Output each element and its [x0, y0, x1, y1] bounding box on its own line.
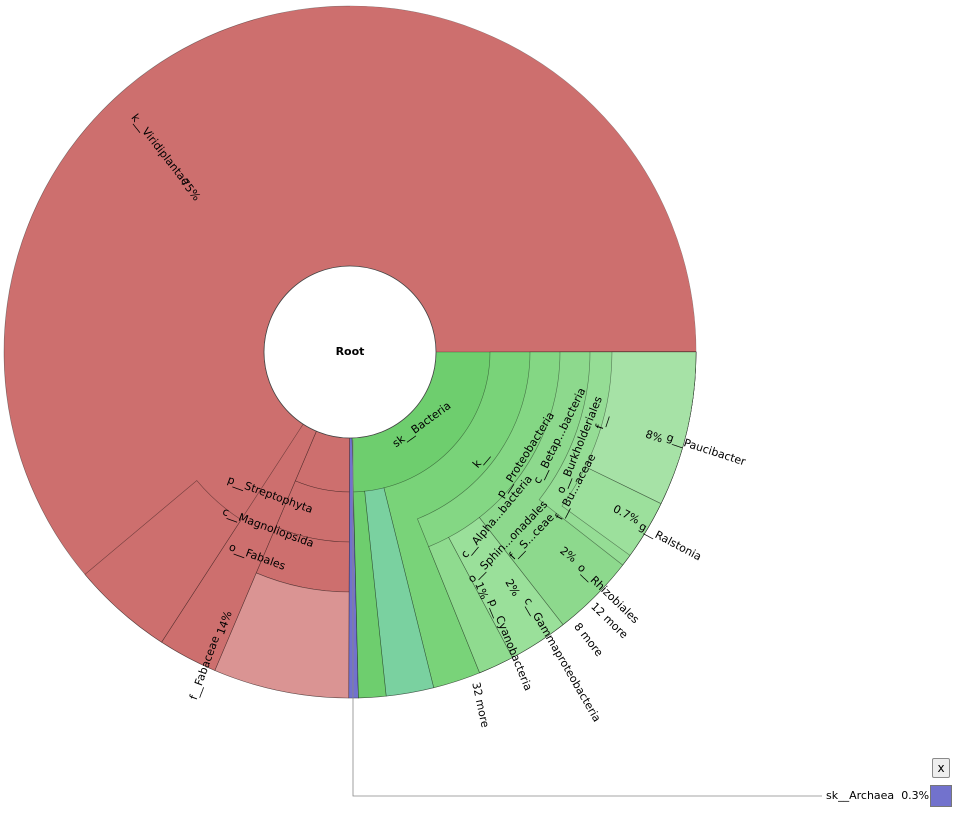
label-8-more: 8 more: [571, 620, 605, 659]
label-cyanobacteria-percent: 1%: [472, 580, 491, 601]
segment-magnoliopsida-2[interactable]: [255, 526, 350, 593]
label-32-more: 32 more: [469, 681, 491, 729]
legend-label-percent: 0.3%: [901, 789, 930, 802]
segment-cyanobacteria[interactable]: [364, 487, 435, 697]
segment-paucibacter[interactable]: [585, 351, 697, 505]
segment-fabaceae[interactable]: [214, 572, 350, 699]
segment-magnoliopsida[interactable]: [275, 480, 350, 543]
label-ralstonia: g__Ralstonia: [637, 520, 704, 564]
legend-label-name: sk__Archaea: [826, 789, 895, 802]
segment-32-more[interactable]: [353, 490, 387, 699]
label-paucibacter-percent: 8%: [644, 428, 665, 446]
segment-viridiplantae-top[interactable]: [350, 6, 696, 352]
segment-ralstonia[interactable]: [561, 466, 662, 556]
legend-swatch-archaea: [930, 785, 952, 807]
root-center[interactable]: [263, 265, 437, 439]
label-f: f__: [593, 412, 610, 431]
segment-viridiplantae-lower[interactable]: [84, 480, 242, 643]
archaea-leader-line: [352, 440, 822, 797]
root-label: Root: [336, 345, 365, 358]
segment-gammaproteobacteria[interactable]: [428, 537, 513, 674]
legend-item-archaea: sk__Archaea 0.3%: [826, 789, 929, 802]
close-button[interactable]: x: [932, 758, 950, 778]
